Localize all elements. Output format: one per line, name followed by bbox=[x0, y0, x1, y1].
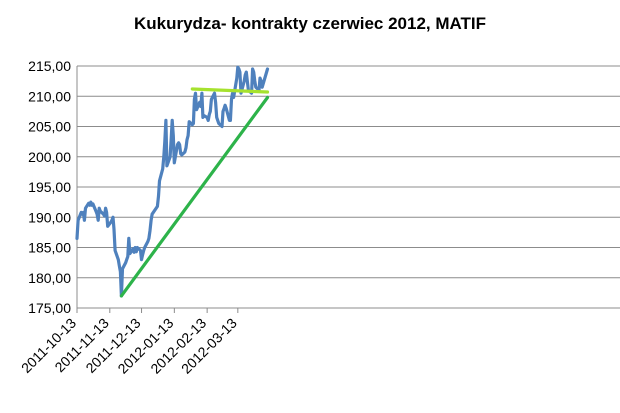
resistance-line bbox=[190, 87, 270, 94]
y-tick-label: 215,00 bbox=[28, 58, 71, 74]
y-tick-label: 185,00 bbox=[28, 240, 71, 256]
y-tick-label: 200,00 bbox=[28, 149, 71, 165]
price-series-line bbox=[75, 65, 270, 298]
y-tick-label: 180,00 bbox=[28, 270, 71, 286]
y-tick-label: 190,00 bbox=[28, 209, 71, 225]
chart-title: Kukurydza- kontrakty czerwiec 2012, MATI… bbox=[133, 14, 487, 33]
y-tick-label: 205,00 bbox=[28, 119, 71, 135]
support-trendline bbox=[119, 95, 270, 298]
y-tick-label: 175,00 bbox=[28, 300, 71, 316]
y-tick-label: 210,00 bbox=[28, 88, 71, 104]
y-tick-label: 195,00 bbox=[28, 179, 71, 195]
